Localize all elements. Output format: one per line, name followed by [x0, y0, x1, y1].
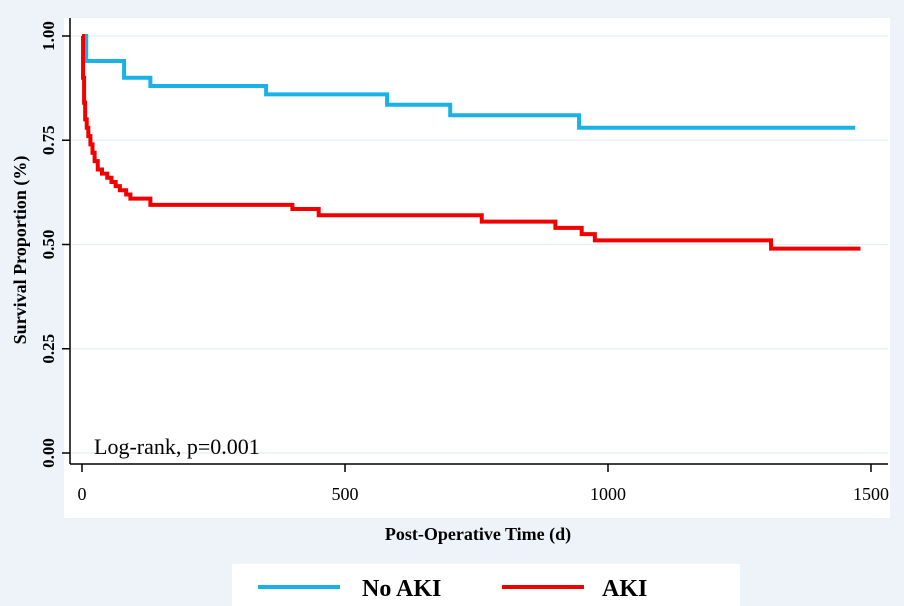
legend-label-aki: AKI — [602, 576, 647, 602]
y-tick-label-2: 0.50 — [39, 230, 58, 260]
y-axis-title: Survival Proportion (%) — [10, 156, 31, 345]
y-tick-label-1: 0.25 — [39, 334, 58, 364]
axes-layer: 0.00 0.25 0.50 0.75 1.00 0 500 1000 1500 — [39, 18, 889, 504]
x-tick-label-1: 500 — [332, 484, 359, 504]
x-tick-label-2: 1000 — [590, 484, 626, 504]
y-tick-label-3: 0.75 — [39, 125, 58, 155]
y-tick-label-0: 0.00 — [39, 438, 58, 468]
legend: No AKI AKI — [232, 564, 740, 606]
y-tick-label-4: 1.00 — [39, 21, 58, 51]
plot-panel — [64, 18, 890, 518]
x-tick-label-0: 0 — [78, 484, 87, 504]
grid-layer — [70, 35, 888, 454]
x-axis-title: Post-Operative Time (d) — [385, 524, 571, 545]
x-tick-label-3: 1500 — [853, 484, 889, 504]
logrank-annotation: Log-rank, p=0.001 — [94, 434, 260, 459]
series-line-no-aki — [82, 34, 856, 130]
legend-label-no-aki: No AKI — [362, 576, 441, 602]
series-line-aki — [81, 34, 861, 251]
series-layer — [81, 34, 861, 251]
